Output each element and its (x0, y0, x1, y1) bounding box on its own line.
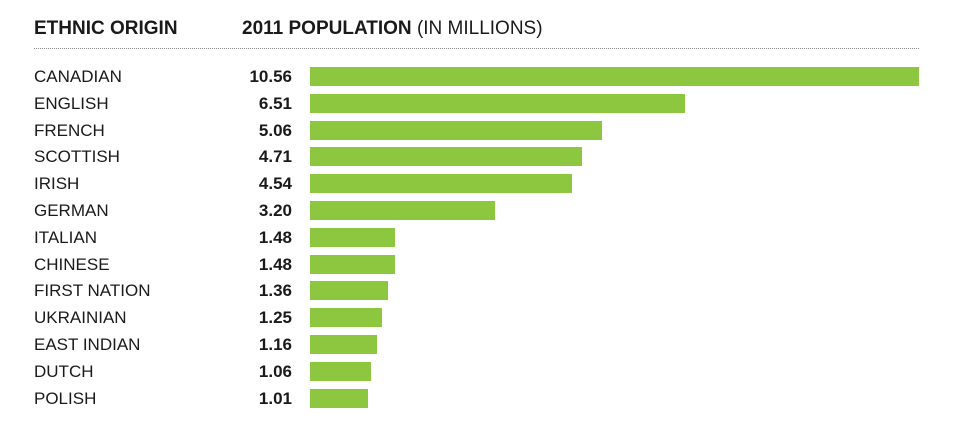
header-divider (34, 48, 919, 49)
bar (310, 281, 388, 301)
category-label: ENGLISH (34, 93, 109, 113)
bar (310, 361, 371, 381)
value-label: 1.01 (258, 388, 292, 408)
bar-row: FIRST NATION 1.36 (0, 279, 960, 306)
bar-row: CHINESE 1.48 (0, 253, 960, 280)
bar-row: UKRAINIAN 1.25 (0, 306, 960, 333)
value-label: 4.54 (258, 174, 292, 194)
bar (310, 388, 368, 408)
value-label: 5.06 (258, 120, 292, 140)
bar (310, 147, 582, 167)
bar-row: GERMAN 3.20 (0, 199, 960, 226)
bar (310, 308, 382, 328)
value-label: 6.51 (258, 93, 292, 113)
value-label: 4.71 (258, 147, 292, 167)
bar (310, 201, 495, 220)
bar (310, 254, 395, 274)
value-column-header: 2011 POPULATION (IN MILLIONS) (242, 17, 543, 41)
category-column-header: ETHNIC ORIGIN (34, 18, 178, 39)
category-label: GERMAN (34, 201, 109, 220)
category-label: FIRST NATION (34, 281, 151, 301)
value-label: 1.25 (258, 308, 292, 328)
bar-row: POLISH 1.01 (0, 387, 960, 414)
value-label: 1.16 (258, 335, 292, 354)
value-column-header-title: 2011 POPULATION (242, 18, 412, 39)
category-label: FRENCH (34, 120, 105, 140)
category-label: CANADIAN (34, 67, 122, 86)
category-label: SCOTTISH (34, 147, 120, 167)
category-label: EAST INDIAN (34, 335, 141, 354)
bar-row: EAST INDIAN 1.16 (0, 333, 960, 360)
value-label: 1.36 (258, 281, 292, 301)
bar-row: FRENCH 5.06 (0, 119, 960, 146)
category-label: ITALIAN (34, 227, 97, 247)
category-label: UKRAINIAN (34, 308, 127, 328)
bar (310, 67, 919, 86)
bar-row: SCOTTISH 4.71 (0, 145, 960, 172)
bar-row: ITALIAN 1.48 (0, 226, 960, 253)
bar (310, 93, 685, 113)
category-label: CHINESE (34, 254, 110, 274)
value-label: 10.56 (249, 67, 292, 86)
bar-row: IRISH 4.54 (0, 172, 960, 199)
bar (310, 120, 602, 140)
category-label: IRISH (34, 174, 80, 194)
bar-row: CANADIAN 10.56 (0, 65, 960, 92)
bar (310, 335, 377, 354)
value-label: 1.48 (258, 254, 292, 274)
bar-row: ENGLISH 6.51 (0, 92, 960, 119)
bar-row: DUTCH 1.06 (0, 360, 960, 387)
category-label: POLISH (34, 388, 97, 408)
bar (310, 227, 395, 247)
category-label: DUTCH (34, 361, 94, 381)
value-label: 3.20 (258, 201, 292, 220)
bar (310, 174, 572, 194)
value-label: 1.06 (258, 361, 292, 381)
value-column-header-unit: (IN MILLIONS) (416, 18, 543, 39)
value-label: 1.48 (258, 227, 292, 247)
